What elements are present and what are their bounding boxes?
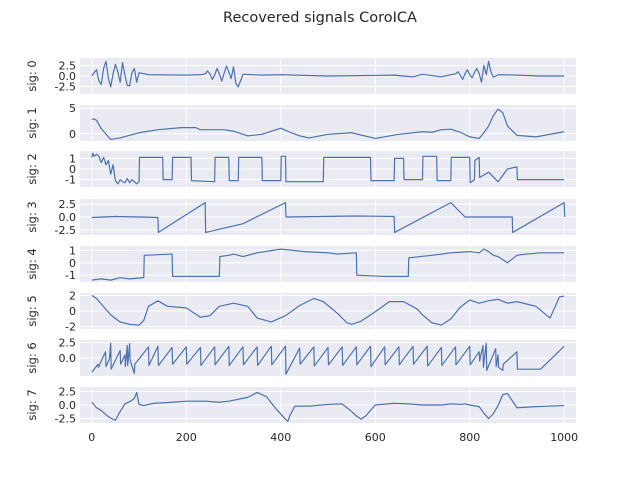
signal-line — [91, 248, 565, 281]
panel-7: 2.50.0-2.5 sig: 7 — [25, 385, 576, 426]
y-tick-label: 1 — [69, 244, 76, 257]
chart-title: Recovered signals CoroICA — [223, 10, 417, 26]
panel-3: 2.50.0-2.5 sig: 3 — [25, 198, 576, 237]
panel-4: 10-1 sig: 4 — [25, 244, 576, 282]
y-tick-label: -2 — [65, 321, 76, 334]
signal-line — [91, 294, 565, 326]
y-tick-label: -1 — [65, 174, 76, 187]
y-axis-label: sig: 5 — [25, 295, 39, 326]
y-tick-label: 0 — [69, 128, 76, 141]
signal-line — [91, 202, 566, 234]
y-tick-label: 5 — [69, 102, 76, 115]
x-tick-label: 600 — [365, 431, 386, 444]
y-tick-label: 2.5 — [59, 60, 77, 73]
x-tick-label: 200 — [176, 431, 197, 444]
y-tick-label: 0 — [69, 163, 76, 176]
y-tick-label: -2.5 — [55, 80, 76, 93]
y-tick-label: 2.5 — [59, 385, 77, 398]
signal-line — [91, 108, 565, 141]
panel-0: 2.50.0-2.5 sig: 0 — [25, 58, 576, 94]
y-tick-label: 1 — [69, 152, 76, 165]
panel-2: 10-1 sig: 2 — [25, 151, 576, 187]
y-tick-label: 0 — [69, 305, 76, 318]
x-tick-label: 1000 — [550, 431, 578, 444]
y-tick-label: 0.0 — [59, 211, 77, 224]
y-axis-label: sig: 0 — [25, 60, 39, 91]
signal-line — [91, 60, 565, 88]
y-axis-label: sig: 6 — [25, 342, 39, 373]
y-tick-label: 2.5 — [59, 336, 77, 349]
y-axis-label: sig: 4 — [25, 248, 39, 279]
y-axis-label: sig: 1 — [25, 107, 39, 138]
y-axis-label: sig: 2 — [25, 153, 39, 184]
x-tick-label: 400 — [270, 431, 291, 444]
y-tick-label: 0 — [69, 257, 76, 270]
panel-6: 0.0 2.5 sig: 6 — [25, 336, 576, 376]
y-tick-label: 2.5 — [59, 198, 77, 211]
panel-5: 2 0 -2 sig: 5 — [25, 289, 576, 334]
x-tick-label: 0 — [88, 431, 95, 444]
y-tick-label: 0.0 — [59, 399, 77, 412]
y-tick-label: 0.0 — [59, 70, 77, 83]
signal-line — [91, 152, 565, 185]
y-tick-label: 0.0 — [59, 352, 77, 365]
y-tick-label: -2.5 — [55, 224, 76, 237]
panel-1: 5 0 sig: 1 — [25, 102, 576, 141]
y-axis-label: sig: 3 — [25, 201, 39, 232]
y-tick-label: -1 — [65, 269, 76, 282]
panel-background — [80, 246, 576, 282]
y-axis-label: sig: 7 — [25, 389, 39, 420]
y-tick-label: -2.5 — [55, 413, 76, 426]
panel-background — [80, 105, 576, 141]
y-tick-label: 2 — [69, 289, 76, 302]
x-axis: 0 200 400 600 800 1000 — [88, 431, 578, 444]
signal-line — [91, 391, 565, 422]
x-tick-label: 800 — [459, 431, 480, 444]
signal-line — [91, 342, 565, 375]
